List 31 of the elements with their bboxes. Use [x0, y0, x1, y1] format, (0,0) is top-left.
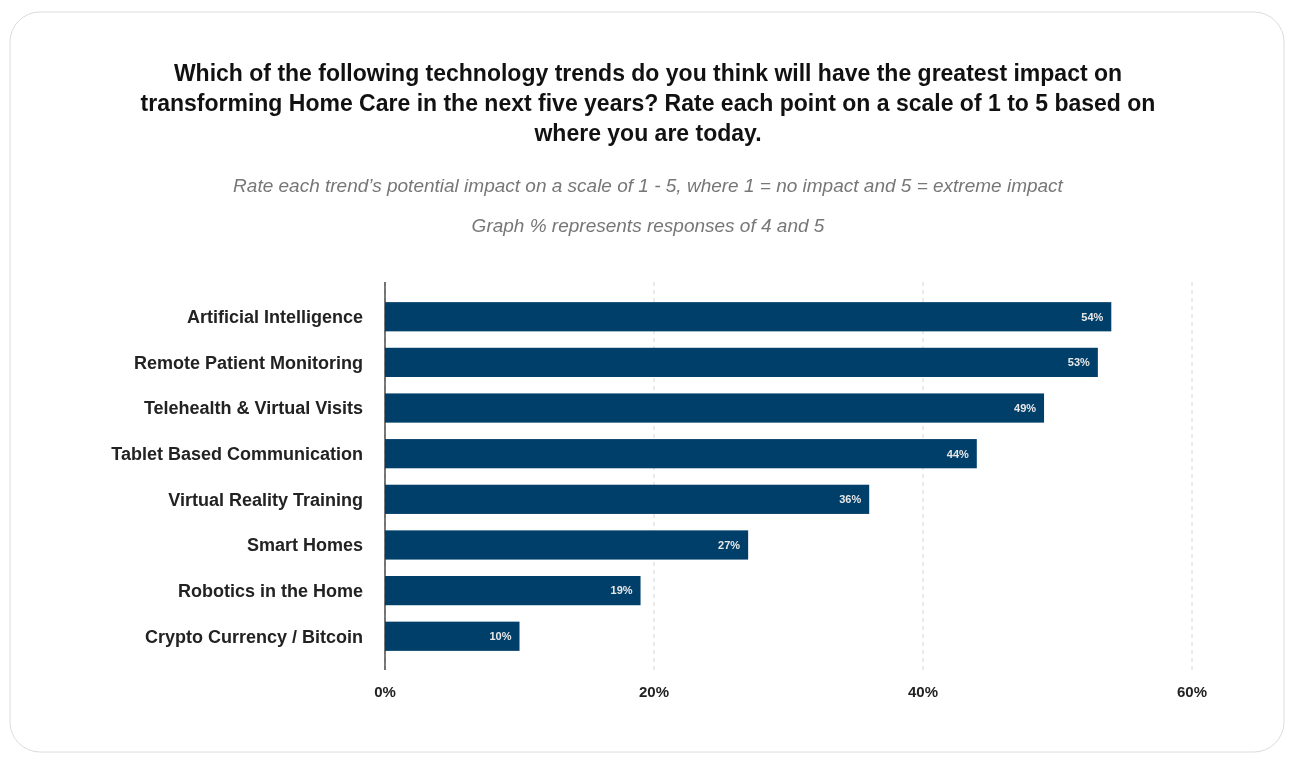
data-label: 53%	[1067, 356, 1091, 369]
chart-title: Which of the following technology trends do you think will have the greatest impact on transforming Home Care in the next five years? Rate each point on a scale of 1 to 5 based on where you are today.	[139, 59, 1157, 148]
bar	[385, 484, 870, 514]
y-tick-label: Tablet Based Communication	[111, 443, 363, 464]
y-tick-label: Remote Patient Monitoring	[134, 352, 363, 373]
bar	[385, 530, 749, 560]
bar	[385, 393, 1045, 423]
y-tick-label: Smart Homes	[246, 535, 363, 556]
data-label: 49%	[1014, 401, 1037, 414]
data-label: 27%	[718, 538, 741, 551]
bar	[385, 621, 520, 651]
data-label: 44%	[946, 447, 969, 460]
y-tick-label: Crypto Currency / Bitcoin	[144, 626, 363, 647]
x-tick-label: 40%	[907, 683, 939, 700]
data-label: 54%	[1081, 310, 1104, 323]
text: Graph % represents responses of 4 and 5	[471, 215, 825, 236]
data-label: 36%	[839, 493, 862, 506]
y-tick-label: Artificial Intelligence	[186, 307, 363, 328]
x-tick-label: 60%	[1176, 683, 1208, 700]
bar	[385, 347, 1098, 377]
chart-subtitle: Rate each trend’s potential impact on a scale of 1 - 5, where 1 = no impact and 5 = extreme impact	[233, 175, 1064, 196]
x-tick-label: 20%	[638, 683, 670, 700]
data-label: 19%	[610, 584, 633, 597]
y-tick-label: Virtual Reality Training	[168, 489, 363, 510]
y-tick-label: Robotics in the Home	[177, 580, 363, 601]
data-label: 10%	[489, 630, 512, 643]
x-tick-label: 0%	[374, 683, 396, 700]
bar	[385, 439, 977, 469]
bar	[385, 302, 1112, 332]
y-tick-label: Telehealth & Virtual Visits	[143, 398, 363, 419]
bar	[385, 576, 641, 606]
